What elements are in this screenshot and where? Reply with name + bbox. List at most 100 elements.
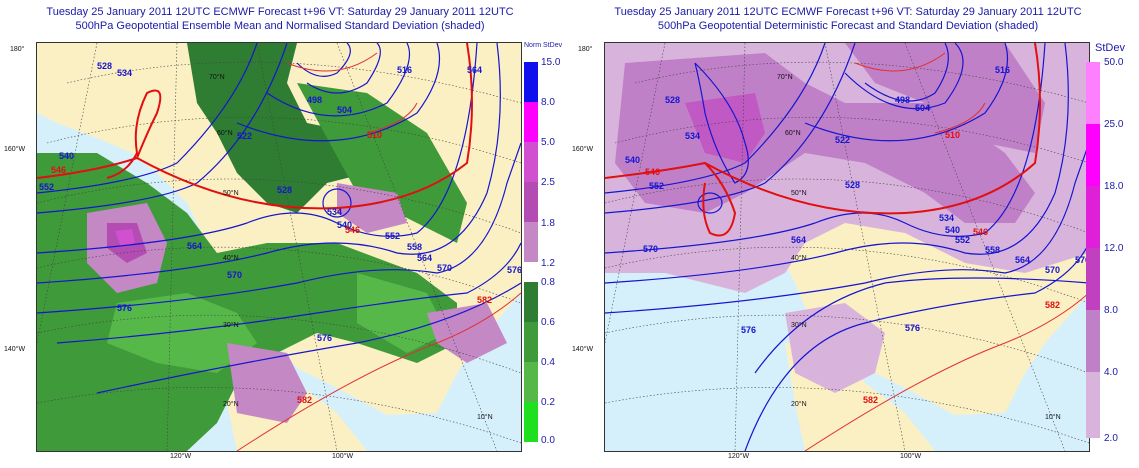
colorbar-segment-8 bbox=[1086, 310, 1100, 372]
grid-label-10N: 10°N bbox=[477, 413, 493, 421]
lat-label-180: 180° bbox=[578, 46, 593, 53]
colorbar-segment-0-8 bbox=[524, 282, 538, 322]
shade-green-dark bbox=[187, 43, 367, 213]
contour-label-504: 504 bbox=[915, 103, 930, 113]
contour-label-552b: 552 bbox=[955, 235, 970, 245]
shade-green-mid-2 bbox=[297, 83, 467, 243]
contour-label-516: 516 bbox=[397, 65, 412, 75]
colorbar-tick: 25.0 bbox=[1104, 119, 1124, 130]
contour-label-576: 576 bbox=[741, 325, 756, 335]
contour-label-498: 498 bbox=[895, 95, 910, 105]
colorbar-tick: 8.0 bbox=[541, 97, 555, 108]
contour-label-534: 534 bbox=[117, 68, 132, 78]
colorbar-segment-5 bbox=[524, 142, 538, 182]
contour-label-570: 570 bbox=[643, 244, 658, 254]
contour-label-546: 546 bbox=[51, 165, 66, 175]
contour-label-552: 552 bbox=[39, 182, 54, 192]
colorbar-segment-0-2 bbox=[524, 402, 538, 442]
colorbar-title: StDev bbox=[1095, 42, 1125, 54]
colorbar-tick: 8.0 bbox=[1104, 305, 1118, 316]
contour-label-576b: 576 bbox=[317, 333, 332, 343]
contour-label-558: 558 bbox=[985, 245, 1000, 255]
contour-label-540: 540 bbox=[59, 151, 74, 161]
lon-label-100W: 100°W bbox=[332, 453, 354, 460]
contour-label-552b: 552 bbox=[385, 231, 400, 241]
grid-label-60N: 60°N bbox=[217, 129, 233, 137]
contour-label-582: 582 bbox=[863, 395, 878, 405]
shade-magenta bbox=[115, 229, 135, 247]
colorbar-tick: 2.0 bbox=[1104, 433, 1118, 444]
contour-label-546b: 546 bbox=[973, 227, 988, 237]
contour-label-570b: 570 bbox=[1045, 265, 1060, 275]
contour-label-534b: 534 bbox=[939, 213, 954, 223]
grid-label-20N: 20°N bbox=[223, 400, 239, 408]
lat-label-160W: 160°W bbox=[4, 146, 26, 153]
contour-label-528: 528 bbox=[665, 95, 680, 105]
contour-label-510: 510 bbox=[367, 130, 382, 140]
colorbar-segment-50 bbox=[1086, 62, 1100, 124]
shade-green-light bbox=[107, 293, 257, 373]
ensemble-mean-panel: Tuesday 25 January 2011 12UTC ECMWF Fore… bbox=[0, 0, 562, 468]
grid-label-30N: 30°N bbox=[223, 321, 239, 329]
grid-label-20N: 20°N bbox=[791, 400, 807, 408]
contour-label-564c: 564 bbox=[467, 65, 482, 75]
contour-label-564b: 564 bbox=[1015, 255, 1030, 265]
contour-label-534: 534 bbox=[685, 131, 700, 141]
lat-label-140W: 140°W bbox=[4, 346, 26, 353]
colorbar-segment-0-4 bbox=[524, 362, 538, 402]
panel-title-line2: 500hPa Geopotential Ensemble Mean and No… bbox=[75, 20, 485, 32]
colorbar-tick: 0.2 bbox=[541, 397, 555, 408]
grid-label-50N: 50°N bbox=[791, 189, 807, 197]
contour-label-522: 522 bbox=[835, 135, 850, 145]
panel-title-line1: Tuesday 25 January 2011 12UTC ECMWF Fore… bbox=[614, 6, 1082, 18]
contour-label-576c: 576 bbox=[507, 265, 521, 275]
contour-label-540b: 540 bbox=[337, 220, 352, 230]
deterministic-map: 528 534 540 552 564 570 576 516 522 528 … bbox=[604, 42, 1090, 452]
colorbar-tick: 0.4 bbox=[541, 357, 555, 368]
colorbar-segment-0-6 bbox=[524, 322, 538, 362]
colorbar-tick: 0.0 bbox=[541, 435, 555, 446]
contour-label-558: 558 bbox=[407, 242, 422, 252]
lon-label-120W: 120°W bbox=[170, 453, 192, 460]
shade-purple-3 bbox=[337, 183, 407, 233]
deterministic-panel: Tuesday 25 January 2011 12UTC ECMWF Fore… bbox=[568, 0, 1128, 468]
contour-label-570: 570 bbox=[227, 270, 242, 280]
contour-label-504: 504 bbox=[337, 105, 352, 115]
ensemble-map: 528 534 540 552 564 570 576 516 522 528 … bbox=[36, 42, 522, 452]
lat-label-140W: 140°W bbox=[572, 346, 594, 353]
contour-label-522: 522 bbox=[237, 131, 252, 141]
contour-label-540: 540 bbox=[625, 155, 640, 165]
contour-label-564: 564 bbox=[791, 235, 806, 245]
contour-label-498: 498 bbox=[307, 95, 322, 105]
colorbar-tick: 1.2 bbox=[541, 258, 555, 269]
lat-label-180: 180° bbox=[10, 46, 25, 53]
shade-light-2 bbox=[785, 303, 885, 393]
colorbar-tick: 5.0 bbox=[541, 137, 555, 148]
colorbar-tick: 15.0 bbox=[541, 57, 561, 68]
grid-label-30N: 30°N bbox=[791, 321, 807, 329]
grid-label-70N: 70°N bbox=[209, 73, 225, 81]
lon-label-120W: 120°W bbox=[728, 453, 750, 460]
shade-green-light-2 bbox=[357, 273, 447, 353]
colorbar-segment-1-8 bbox=[524, 222, 538, 262]
colorbar-tick: 50.0 bbox=[1104, 57, 1124, 68]
contour-label-534b: 534 bbox=[327, 207, 342, 217]
grid-label-40N: 40°N bbox=[223, 254, 239, 262]
deterministic-map-svg: 528 534 540 552 564 570 576 516 522 528 … bbox=[605, 43, 1089, 451]
contour-label-528b: 528 bbox=[277, 185, 292, 195]
contour-label-582b: 582 bbox=[1045, 300, 1060, 310]
colorbar-tick: 12.0 bbox=[1104, 243, 1124, 254]
contour-label-564: 564 bbox=[187, 241, 202, 251]
contour-label-576b: 576 bbox=[905, 323, 920, 333]
grid-label-70N: 70°N bbox=[777, 73, 793, 81]
colorbar-segment-18 bbox=[1086, 186, 1100, 248]
contour-label-528: 528 bbox=[97, 61, 112, 71]
contour-label-546b: 546 bbox=[345, 225, 360, 235]
colorbar-tick: 0.6 bbox=[541, 317, 555, 328]
contour-label-582: 582 bbox=[297, 395, 312, 405]
contour-label-540b: 540 bbox=[945, 225, 960, 235]
contour-label-510: 510 bbox=[945, 130, 960, 140]
grid-label-60N: 60°N bbox=[785, 129, 801, 137]
colorbar-tick: 0.8 bbox=[541, 277, 555, 288]
contour-label-570b: 570 bbox=[437, 263, 452, 273]
